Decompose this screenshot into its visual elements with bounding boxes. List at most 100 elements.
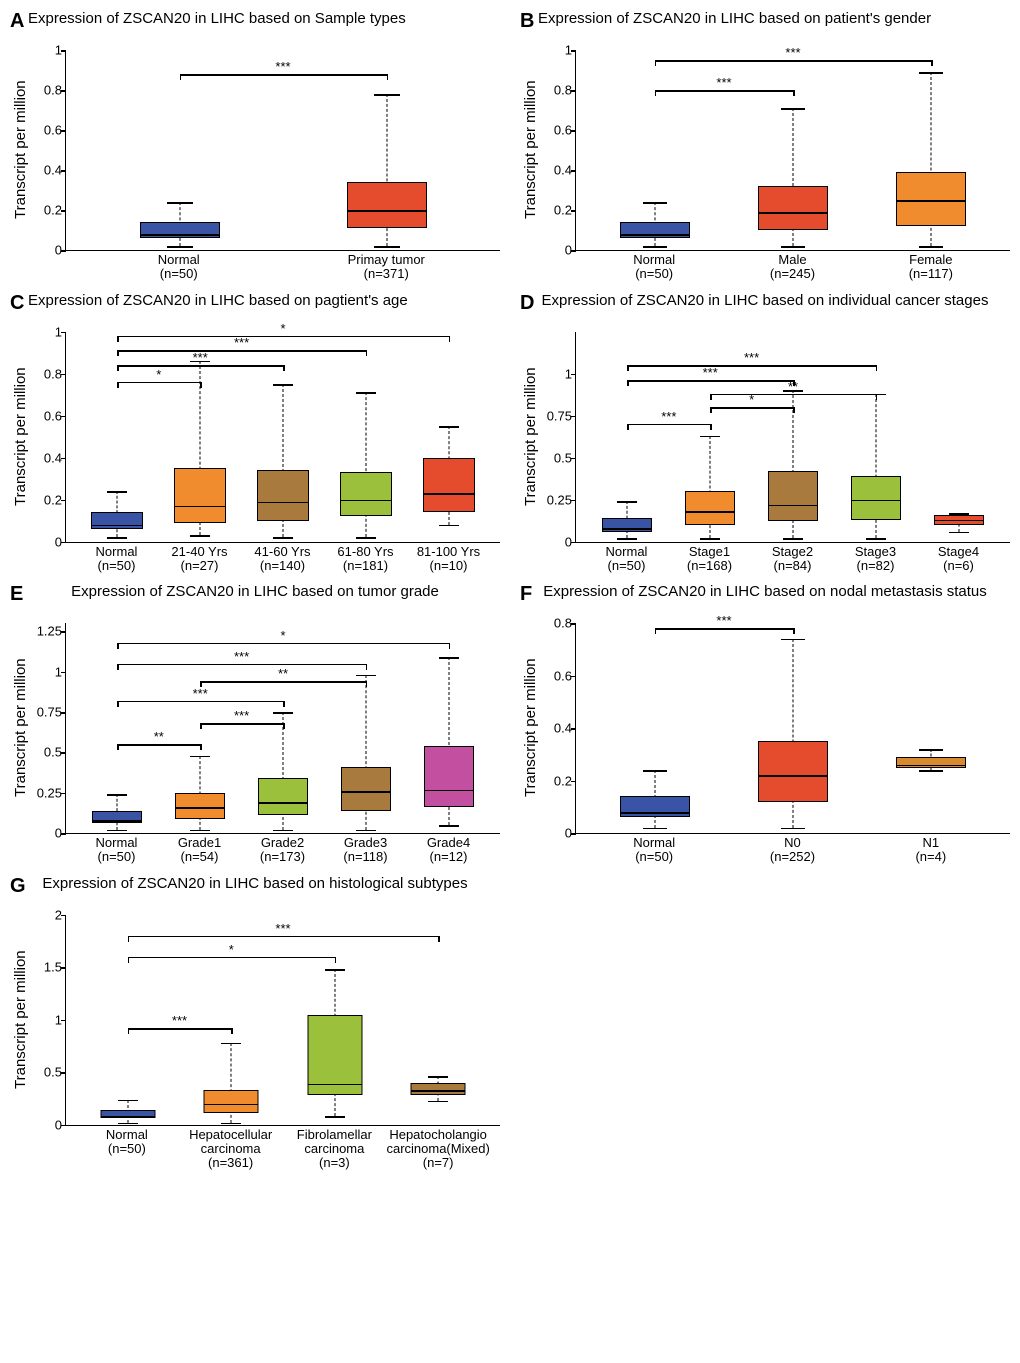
significance-tick [180, 74, 182, 80]
significance-bar [117, 643, 448, 645]
boxes-row [576, 50, 1010, 250]
box-slot [242, 332, 325, 542]
box-rect [258, 778, 308, 815]
x-labels-row: Normal(n=50)Primay tumor(n=371) [65, 251, 500, 282]
significance-tick [200, 723, 202, 729]
x-label-name: Fibrolamellar carcinoma [283, 1128, 387, 1157]
whisker-cap [325, 969, 345, 971]
median-line [602, 528, 652, 530]
significance-bar [627, 380, 793, 382]
median-line [758, 775, 828, 777]
significance-tick [366, 681, 368, 687]
whisker-cap [866, 538, 886, 540]
significance-text: * [280, 628, 285, 643]
whisker-cap [439, 426, 459, 428]
whisker-cap [190, 535, 210, 537]
median-line [347, 210, 427, 212]
x-label-n: (n=173) [241, 850, 324, 864]
x-label-name: Female [862, 253, 1000, 267]
x-label-n: (n=252) [723, 850, 861, 864]
box-slot [76, 50, 283, 250]
significance-tick [117, 350, 119, 356]
box-slot [76, 332, 159, 542]
x-labels-row: Normal(n=50)Grade1(n=54)Grade2(n=173)Gra… [65, 834, 500, 865]
x-label-n: (n=7) [386, 1156, 490, 1170]
whisker-cap [374, 94, 400, 96]
x-label-name: Normal [585, 836, 723, 850]
panel-A: AExpression of ZSCAN20 in LIHC based on … [10, 10, 500, 282]
whisker-cap [118, 1123, 138, 1125]
panel-F: FExpression of ZSCAN20 in LIHC based on … [520, 583, 1010, 865]
significance-tick [117, 382, 119, 388]
x-label: Normal(n=50) [75, 545, 158, 574]
x-label: Grade3(n=118) [324, 836, 407, 865]
significance-tick [710, 407, 712, 413]
x-label-name: Male [723, 253, 861, 267]
whisker-cap [617, 501, 637, 503]
median-line [307, 1084, 362, 1086]
x-label-name: Grade3 [324, 836, 407, 850]
median-line [340, 500, 392, 502]
x-label-n: (n=50) [585, 267, 723, 281]
x-label-name: Stage4 [917, 545, 1000, 559]
panel-letter: D [520, 292, 534, 315]
whisker-cap [643, 828, 667, 830]
plot-column: 00.20.40.60.81******Normal(n=50)Male(n=2… [575, 50, 1010, 282]
x-label: Grade2(n=173) [241, 836, 324, 865]
significance-text: *** [785, 45, 800, 60]
significance-tick [117, 365, 119, 371]
panel-letter: G [10, 875, 26, 898]
x-label-n: (n=50) [75, 559, 158, 573]
whisker-cap [783, 538, 803, 540]
significance-text: *** [716, 75, 731, 90]
whisker-cap [356, 830, 376, 832]
significance-tick [710, 394, 712, 400]
median-line [934, 520, 984, 522]
significance-text: * [280, 321, 285, 336]
x-labels-row: Normal(n=50)Male(n=245)Female(n=117) [575, 251, 1010, 282]
median-line [174, 506, 226, 508]
panel-title: Expression of ZSCAN20 in LIHC based on i… [520, 292, 1010, 328]
x-label: Normal(n=50) [585, 836, 723, 865]
significance-text: ** [154, 729, 164, 744]
chart-wrap: Transcript per million00.20.40.60.81****… [520, 50, 1010, 282]
x-label: Primay tumor(n=371) [283, 253, 491, 282]
whisker-cap [273, 384, 293, 386]
significance-tick [710, 424, 712, 430]
median-line [258, 802, 308, 804]
panel-title: Expression of ZSCAN20 in LIHC based on S… [28, 10, 500, 46]
significance-tick [655, 90, 657, 96]
significance-text: *** [275, 59, 290, 74]
median-line [620, 234, 690, 236]
significance-tick [200, 744, 202, 750]
significance-text: *** [234, 649, 249, 664]
y-axis-label: Transcript per million [10, 50, 31, 250]
x-label-n: (n=27) [158, 559, 241, 573]
plot-area: 00.20.40.60.81****** [575, 50, 1010, 251]
significance-tick [117, 744, 119, 750]
panel-title: Expression of ZSCAN20 in LIHC based on t… [10, 583, 500, 619]
whisker-cap [919, 749, 943, 751]
x-label-n: (n=50) [75, 1142, 179, 1156]
whisker-cap [643, 202, 667, 204]
x-label-name: Grade2 [241, 836, 324, 850]
significance-text: *** [716, 613, 731, 628]
significance-text: *** [234, 708, 249, 723]
significance-bar [128, 1028, 232, 1030]
significance-tick [117, 643, 119, 649]
whisker-cap [107, 491, 127, 493]
chart-wrap: Transcript per million00.20.40.60.8***No… [520, 623, 1010, 865]
y-tick-mark [571, 542, 576, 544]
significance-bar [117, 664, 365, 666]
y-tick-mark [61, 542, 66, 544]
significance-tick [627, 380, 629, 386]
significance-text: *** [744, 350, 759, 365]
x-label-n: (n=50) [75, 267, 283, 281]
plot-column: 00.511.52*******Normal(n=50)Hepatocellul… [65, 915, 500, 1171]
panel-letter: C [10, 292, 24, 315]
significance-text: *** [275, 921, 290, 936]
x-label: Stage3(n=82) [834, 545, 917, 574]
box-slot [862, 623, 1000, 833]
median-line [100, 1116, 155, 1118]
x-label-name: 81-100 Yrs [407, 545, 490, 559]
